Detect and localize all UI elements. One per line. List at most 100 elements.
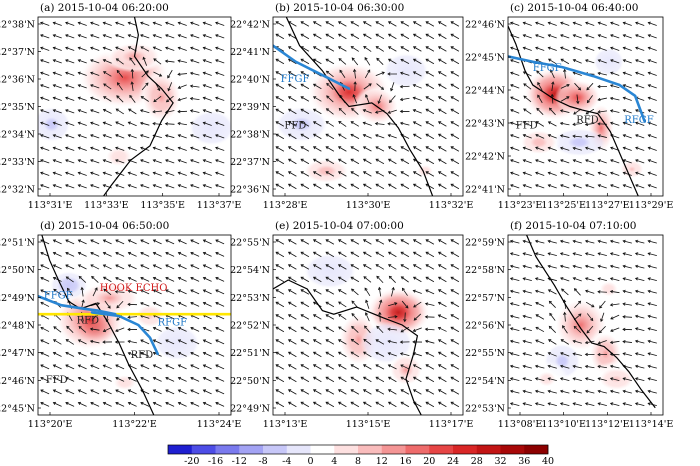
wind-arrow-head [66, 287, 70, 291]
wind-arrow [190, 122, 200, 126]
wind-arrow-head [412, 46, 417, 50]
wind-arrow [215, 122, 225, 126]
wind-arrow-head [165, 34, 169, 38]
wind-arrow-head [351, 313, 355, 317]
wind-arrow-head [534, 252, 539, 256]
wind-arrow [325, 376, 335, 383]
wind-arrow [350, 239, 360, 245]
wind-arrow-head [610, 71, 614, 75]
velocity-shading [554, 79, 601, 116]
wind-arrow [400, 72, 410, 76]
wind-arrow [351, 313, 359, 321]
wind-arrow-head [89, 339, 94, 344]
wind-arrow [40, 377, 50, 382]
wind-arrow-head [287, 276, 292, 280]
wind-arrow [425, 340, 435, 344]
wind-arrow [364, 325, 371, 334]
wind-arrow [65, 402, 75, 407]
panel-title: (c) 2015-10-04 06:40:00 [510, 2, 638, 14]
wind-arrow-head [165, 264, 169, 268]
wind-arrow-head [190, 376, 194, 380]
wind-arrow-head [364, 325, 368, 329]
wind-arrow [65, 252, 75, 257]
wind-arrow-head [77, 389, 82, 393]
wind-arrow [288, 314, 297, 320]
wind-arrow-head [215, 59, 219, 63]
wind-arrow [548, 184, 557, 189]
wind-arrow-head [510, 121, 514, 125]
wind-arrow [413, 121, 422, 127]
wind-arrow-head [312, 96, 317, 100]
wind-arrow [573, 184, 582, 189]
wind-arrow [413, 58, 422, 65]
wind-arrow [388, 183, 397, 190]
wind-arrow-head [376, 57, 380, 61]
wind-arrow-head [115, 171, 119, 175]
wind-arrow-head [312, 339, 317, 343]
wind-arrow-head [403, 319, 407, 323]
wind-arrow-head [90, 264, 94, 268]
wind-arrow [90, 364, 100, 370]
wind-arrow-head [325, 158, 329, 162]
wind-arrow-head [450, 46, 454, 50]
wind-arrow-head [177, 85, 181, 89]
wind-arrow [190, 314, 200, 320]
wind-arrow [128, 352, 137, 357]
wind-arrow [178, 172, 187, 176]
wind-arrow-head [140, 46, 144, 50]
wind-arrow [585, 240, 595, 244]
wind-arrow-head [522, 264, 526, 268]
wind-arrow [203, 339, 212, 345]
wind-arrow [65, 134, 75, 139]
wind-arrow-head [177, 21, 181, 25]
wind-arrow-head [190, 364, 194, 368]
wind-arrow [536, 108, 544, 115]
wind-arrow-head [337, 46, 342, 50]
wind-arrow-head [139, 121, 144, 125]
wind-arrow [548, 402, 557, 407]
wind-arrow [40, 147, 50, 151]
wind-arrow [78, 59, 87, 64]
wind-arrow-head [142, 56, 146, 60]
wind-arrow-head [412, 364, 417, 368]
wind-arrow-head [52, 59, 56, 63]
wind-arrow-head [609, 402, 614, 406]
wind-arrow [623, 277, 632, 282]
wind-arrow-head [312, 133, 317, 137]
wind-arrow-head [584, 146, 589, 150]
wind-arrow [40, 352, 50, 357]
wind-arrow [300, 121, 310, 127]
wind-arrow-head [647, 146, 651, 150]
wind-arrow [203, 327, 212, 332]
wind-arrow-head [77, 109, 81, 113]
wind-arrow-head [152, 401, 157, 405]
wind-arrow-head [312, 239, 317, 243]
wind-arrow [190, 239, 200, 245]
wind-arrow [53, 172, 62, 176]
wind-arrow-head [77, 21, 81, 25]
wind-arrow [178, 147, 187, 151]
wind-arrow [413, 376, 422, 383]
wind-arrow-head [597, 122, 601, 126]
wind-arrow [90, 72, 100, 76]
wind-arrow [275, 389, 285, 395]
wind-arrow-head [450, 133, 454, 137]
wind-arrow-head [572, 134, 576, 138]
wind-arrow [623, 240, 632, 244]
y-tick-label: 22°50'N [0, 265, 35, 276]
wind-arrow-head [547, 364, 551, 368]
wind-arrow [363, 183, 372, 190]
wind-arrow [128, 340, 137, 344]
wind-arrow [275, 289, 285, 295]
wind-arrow-head [375, 183, 379, 187]
wind-arrow [560, 377, 570, 382]
wind-arrow [548, 47, 557, 51]
wind-arrow [400, 21, 410, 27]
wind-arrow [115, 364, 125, 370]
wind-arrow [599, 300, 606, 309]
wind-arrow-head [400, 183, 404, 187]
wind-arrow [560, 184, 570, 189]
wind-arrow-head [350, 21, 354, 25]
wind-arrow-head [325, 364, 329, 368]
wind-arrow [535, 159, 545, 164]
